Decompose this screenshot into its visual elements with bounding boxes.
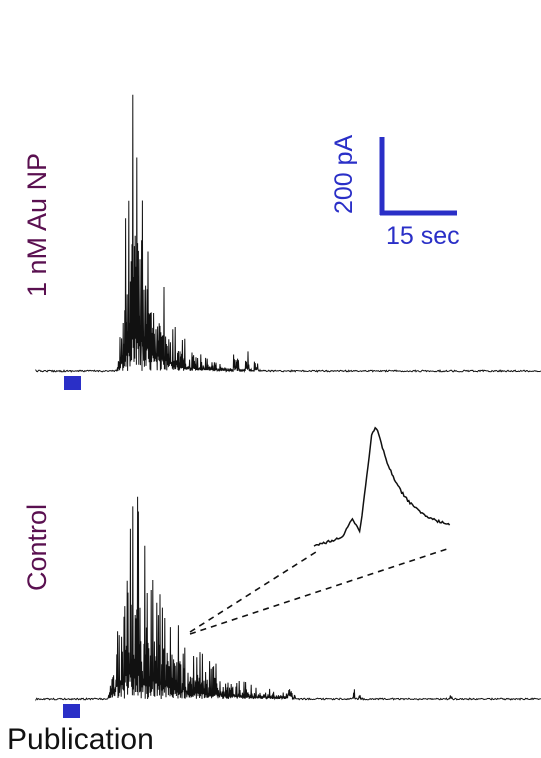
inset-zoom [189, 426, 451, 635]
inset-guide-line-upper [189, 551, 317, 633]
top-stimulus-marker [64, 376, 81, 390]
scale-bar-y-label: 200 pA [330, 134, 358, 214]
bottom-current-trace [35, 496, 541, 702]
bottom-panel [35, 496, 541, 718]
scale-bar-x-label: 15 sec [386, 222, 460, 250]
inset-guide-line-lower [189, 547, 451, 635]
top-current-trace [35, 94, 541, 373]
bottom-stimulus-marker [63, 704, 80, 718]
caption: Publication [7, 723, 154, 756]
top-panel [35, 94, 541, 390]
inset-expanded-trace [313, 426, 451, 547]
scale-bar [379, 137, 457, 216]
bottom-panel-label: Control [22, 503, 52, 591]
top-panel-label: 1 nM Au NP [22, 152, 52, 297]
